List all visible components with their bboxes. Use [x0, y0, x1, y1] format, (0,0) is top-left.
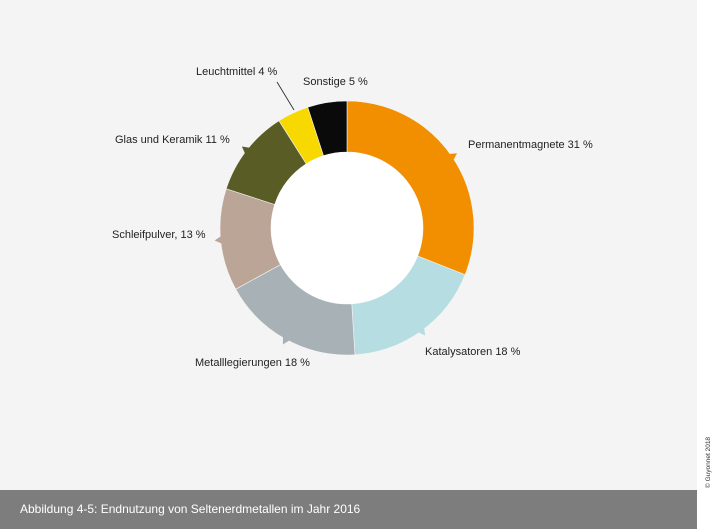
label-leuchtmittel: Leuchtmittel 4 %	[196, 66, 278, 78]
label-metalllegierungen: Metalllegierungen 18 %	[195, 357, 310, 369]
slice-pointer-permanentmagnete	[447, 153, 458, 162]
donut-chart: Permanentmagnete 31 % Katalysatoren 18 % M…	[112, 66, 593, 369]
slice-pointer-katalysatoren	[416, 326, 426, 336]
label-glas-und-keramik: Glas und Keramik 11 %	[115, 134, 230, 146]
donut-hole	[271, 152, 423, 304]
slice-pointer-glas-und-keramik	[241, 146, 251, 155]
slice-pointer-metalllegierungen	[282, 335, 291, 345]
caption-bar: Abbildung 4-5: Endnutzung von Seltenerdm…	[0, 490, 697, 529]
figure-caption: Abbildung 4-5: Endnutzung von Seltenerdm…	[20, 502, 361, 516]
leader-line-leuchtmittel	[276, 81, 295, 111]
label-sonstige: Sonstige 5 %	[303, 76, 368, 88]
figure-panel: Permanentmagnete 31 % Katalysatoren 18 % M…	[0, 0, 697, 490]
label-schleifpulver: Schleifpulver, 13 %	[112, 229, 206, 241]
label-katalysatoren: Katalysatoren 18 %	[425, 346, 521, 358]
slice-pointer-schleifpulver	[214, 235, 224, 245]
label-permanentmagnete: Permanentmagnete 31 %	[468, 139, 593, 151]
copyright-notice: © Guyonnet 2018	[705, 436, 712, 488]
